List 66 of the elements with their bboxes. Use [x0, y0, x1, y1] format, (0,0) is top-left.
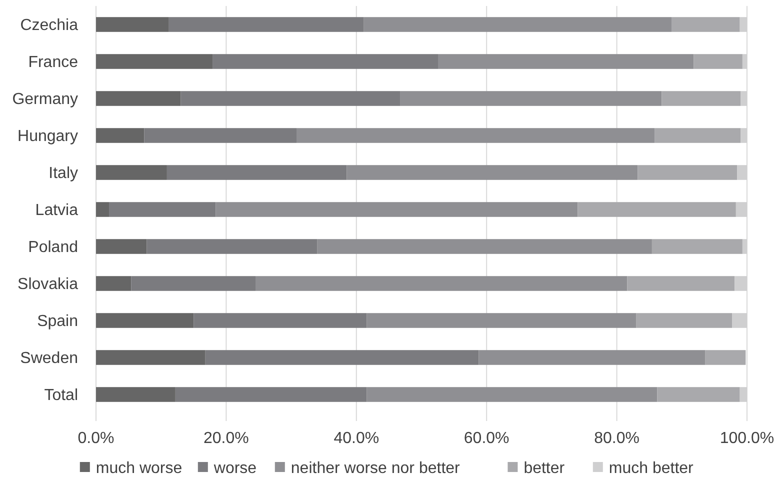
bar	[438, 54, 694, 69]
bar	[366, 313, 636, 328]
bar	[255, 276, 628, 291]
bar	[96, 202, 110, 217]
bar	[652, 239, 742, 254]
bar	[366, 387, 658, 402]
bar	[131, 276, 256, 291]
y-tick-label: Poland	[28, 239, 78, 256]
bar	[364, 17, 672, 32]
legend-label: better	[524, 460, 566, 477]
bar	[212, 54, 438, 69]
bar	[96, 91, 181, 106]
bar	[194, 313, 367, 328]
bar	[654, 128, 740, 143]
bar	[705, 350, 746, 365]
bar	[180, 91, 400, 106]
y-tick-label: Czechia	[20, 17, 78, 34]
x-tick-label: 60.0%	[464, 430, 510, 447]
bar	[109, 202, 216, 217]
bar	[694, 54, 742, 69]
bar	[478, 350, 706, 365]
bar	[205, 350, 479, 365]
bar	[638, 165, 738, 180]
x-tick-label: 80.0%	[594, 430, 640, 447]
bar	[662, 91, 740, 106]
bar	[346, 165, 638, 180]
bar	[400, 91, 662, 106]
legend-label: much better	[608, 460, 694, 477]
bar	[657, 387, 740, 402]
x-tick-label: 20.0%	[204, 430, 249, 447]
x-tick-label: 40.0%	[334, 430, 380, 447]
bar	[96, 54, 213, 69]
bar	[96, 239, 147, 254]
bar	[96, 17, 169, 32]
bar	[96, 313, 194, 328]
y-tick-label: Italy	[48, 165, 78, 182]
y-tick-label: France	[28, 54, 78, 72]
legend-label: neither worse nor better	[290, 460, 461, 477]
x-tick-label: 0.0%	[78, 430, 114, 447]
bar	[96, 387, 176, 402]
bar	[96, 276, 132, 291]
bar	[578, 202, 736, 217]
bar	[296, 128, 655, 143]
legend-label: worse	[212, 460, 257, 477]
bar	[146, 239, 318, 254]
bar	[96, 128, 144, 143]
bar	[96, 165, 167, 180]
y-tick-label: Germany	[12, 91, 78, 108]
bar	[166, 165, 347, 180]
y-tick-label: Spain	[37, 313, 78, 330]
y-tick-label: Hungary	[18, 128, 78, 146]
legend-label: much worse	[96, 460, 182, 477]
y-tick-label: Latvia	[35, 202, 78, 220]
bar	[96, 350, 206, 365]
x-tick-label: 100.0%	[720, 430, 774, 447]
y-tick-label: Total	[44, 387, 78, 404]
bar	[671, 17, 740, 32]
bar	[636, 313, 732, 328]
bar	[627, 276, 735, 291]
bar	[144, 128, 297, 143]
bar	[216, 202, 578, 217]
y-tick-label: Slovakia	[18, 276, 78, 294]
bar	[317, 239, 652, 254]
bar	[175, 387, 367, 402]
bar	[168, 17, 364, 32]
y-tick-label: Sweden	[20, 350, 78, 368]
